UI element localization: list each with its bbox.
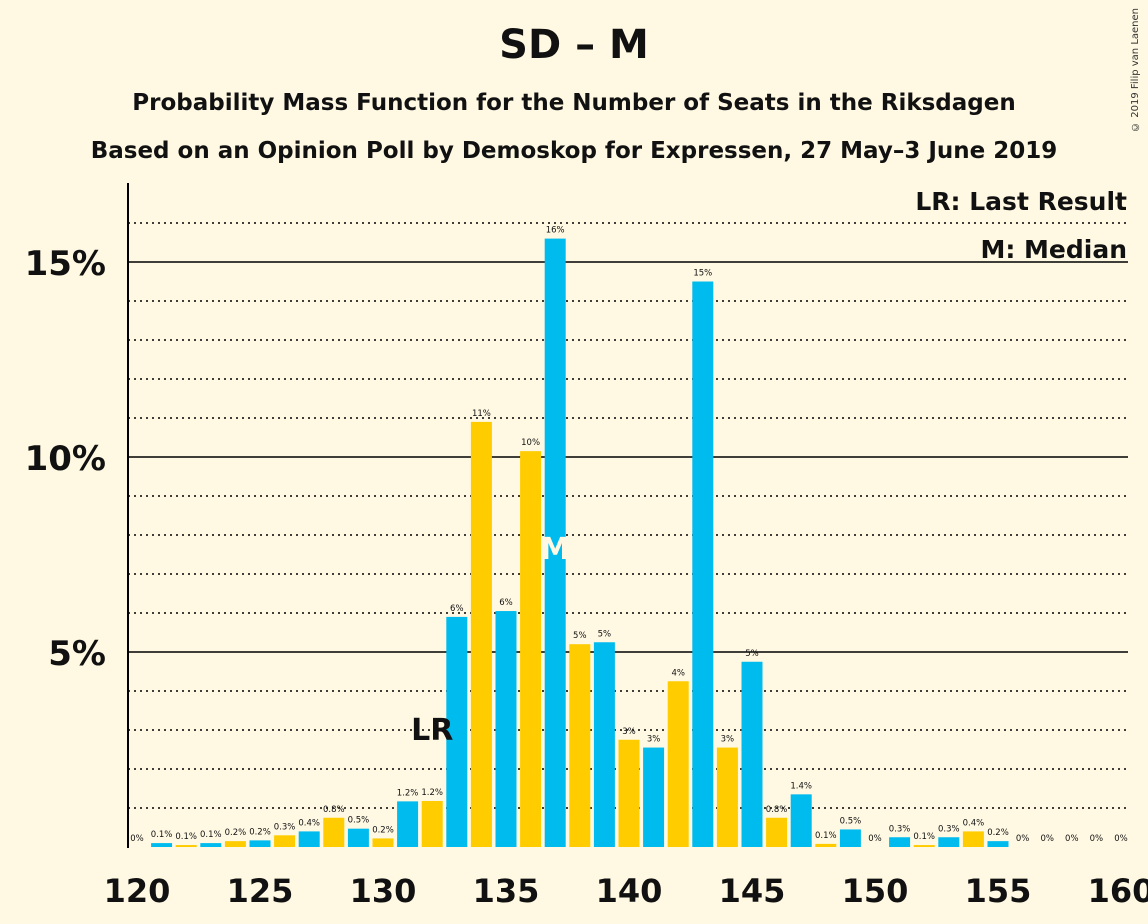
bar-label-156: 0% — [1016, 834, 1030, 844]
bar-122 — [175, 845, 197, 847]
bar-label-136: 10% — [521, 438, 540, 448]
bar-label-154: 0.4% — [963, 818, 985, 828]
bar-label-153: 0.3% — [938, 824, 960, 834]
bar-126 — [274, 835, 296, 847]
bar-label-133: 6% — [450, 604, 464, 614]
bar-label-137: 16% — [546, 226, 565, 236]
bar-147 — [790, 794, 812, 847]
chart-title: SD – M — [499, 22, 649, 68]
bar-153 — [938, 837, 960, 847]
bar-label-158: 0% — [1065, 834, 1079, 844]
x-tick-label: 125 — [227, 872, 294, 910]
bar-label-123: 0.1% — [200, 830, 222, 840]
bar-label-134: 11% — [472, 409, 491, 419]
bar-148 — [815, 843, 837, 847]
bar-label-141: 3% — [647, 735, 661, 745]
bar-131 — [397, 801, 419, 847]
bar-label-127: 0.4% — [298, 818, 320, 828]
median-marker: M — [540, 532, 570, 567]
bar-136 — [520, 451, 542, 847]
y-tick-label: 10% — [25, 439, 106, 479]
bar-label-124: 0.2% — [225, 828, 247, 838]
bar-label-140: 3% — [622, 727, 636, 737]
bar-label-126: 0.3% — [274, 822, 296, 832]
bar-151 — [889, 837, 911, 847]
bar-label-151: 0.3% — [889, 824, 911, 834]
bar-130 — [372, 838, 394, 847]
bar-label-121: 0.1% — [151, 830, 173, 840]
bar-124 — [224, 841, 246, 847]
bar-label-149: 0.5% — [840, 816, 862, 826]
bar-121 — [151, 843, 173, 847]
bar-label-129: 0.5% — [348, 816, 370, 826]
bar-129 — [347, 828, 369, 847]
bar-label-143: 15% — [693, 269, 712, 279]
bar-label-122: 0.1% — [175, 832, 197, 842]
bar-128 — [323, 817, 345, 847]
bar-label-138: 5% — [573, 631, 587, 641]
x-tick-label: 145 — [719, 872, 786, 910]
bar-155 — [987, 841, 1009, 847]
bar-label-160: 0% — [1114, 834, 1128, 844]
bar-label-131: 1.2% — [397, 788, 419, 798]
bar-135 — [495, 611, 517, 847]
bar-label-144: 3% — [721, 735, 735, 745]
y-tick-label: 5% — [48, 634, 106, 674]
legend-entry: LR: Last Result — [915, 187, 1127, 216]
bar-label-157: 0% — [1040, 834, 1054, 844]
bar-label-120: 0% — [130, 834, 144, 844]
x-tick-label: 135 — [473, 872, 540, 910]
bar-label-152: 0.1% — [913, 832, 935, 842]
bar-142 — [667, 681, 689, 847]
bar-label-150: 0% — [868, 834, 882, 844]
bar-140 — [618, 739, 640, 847]
bar-label-145: 5% — [745, 649, 759, 659]
x-tick-label: 130 — [350, 872, 417, 910]
chart-subtitle: Probability Mass Function for the Number… — [132, 90, 1016, 116]
bar-144 — [716, 747, 738, 847]
bar-154 — [962, 831, 984, 847]
bar-label-139: 5% — [598, 629, 612, 639]
bar-label-159: 0% — [1090, 834, 1104, 844]
bar-123 — [200, 843, 222, 847]
bar-138 — [569, 644, 591, 847]
bar-145 — [741, 661, 763, 847]
bar-label-132: 1.2% — [421, 788, 443, 798]
bar-label-148: 0.1% — [815, 831, 837, 841]
x-tick-label: 160 — [1088, 872, 1148, 910]
x-tick-label: 155 — [965, 872, 1032, 910]
bar-137 — [544, 238, 566, 848]
chart-subtitle-poll: Based on an Opinion Poll by Demoskop for… — [90, 138, 1058, 164]
bar-152 — [913, 845, 935, 847]
bar-label-135: 6% — [499, 598, 513, 608]
y-tick-label: 15% — [25, 244, 106, 284]
bar-label-146: 0.8% — [766, 805, 788, 815]
bar-143 — [692, 281, 714, 847]
bar-125 — [249, 840, 271, 847]
bar-label-142: 4% — [671, 668, 685, 678]
bar-label-147: 1.4% — [790, 781, 812, 791]
bar-139 — [593, 642, 615, 847]
x-tick-label: 150 — [842, 872, 909, 910]
bar-146 — [766, 817, 788, 847]
bar-149 — [839, 829, 861, 847]
bar-label-155: 0.2% — [987, 828, 1009, 838]
bar-label-130: 0.2% — [372, 825, 394, 835]
bar-134 — [470, 421, 492, 847]
bar-133 — [446, 616, 468, 847]
bar-label-125: 0.2% — [249, 827, 271, 837]
last-result-marker: LR — [411, 713, 453, 748]
bar-141 — [643, 747, 665, 847]
legend-entry: M: Median — [980, 235, 1127, 264]
x-tick-label: 120 — [104, 872, 171, 910]
x-tick-label: 140 — [596, 872, 663, 910]
bar-127 — [298, 831, 320, 847]
bar-132 — [421, 800, 443, 847]
bar-label-128: 0.8% — [323, 805, 345, 815]
